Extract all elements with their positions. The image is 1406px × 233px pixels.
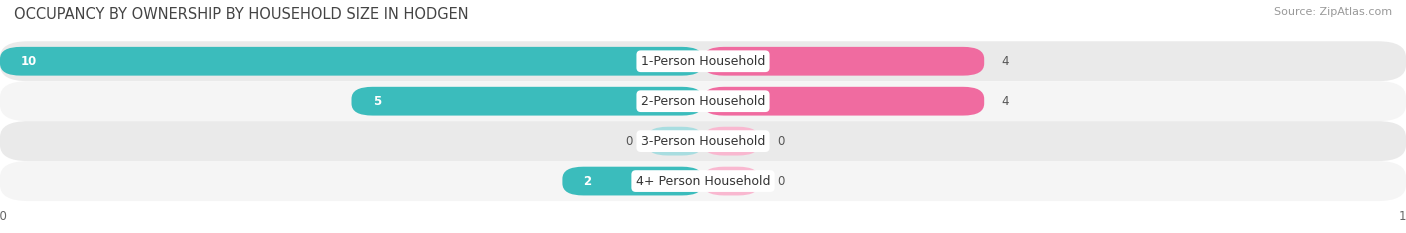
Text: 0: 0	[778, 135, 785, 148]
FancyBboxPatch shape	[647, 127, 703, 155]
Text: 4: 4	[1001, 55, 1010, 68]
FancyBboxPatch shape	[0, 121, 1406, 161]
FancyBboxPatch shape	[703, 87, 984, 116]
FancyBboxPatch shape	[0, 47, 703, 76]
Text: 10: 10	[21, 55, 38, 68]
Text: 1-Person Household: 1-Person Household	[641, 55, 765, 68]
FancyBboxPatch shape	[0, 161, 1406, 201]
Text: 2-Person Household: 2-Person Household	[641, 95, 765, 108]
Text: 5: 5	[373, 95, 381, 108]
Text: 3-Person Household: 3-Person Household	[641, 135, 765, 148]
Text: 0: 0	[778, 175, 785, 188]
FancyBboxPatch shape	[703, 47, 984, 76]
Text: 0: 0	[626, 135, 633, 148]
Text: 4+ Person Household: 4+ Person Household	[636, 175, 770, 188]
FancyBboxPatch shape	[352, 87, 703, 116]
Text: 4: 4	[1001, 95, 1010, 108]
FancyBboxPatch shape	[0, 41, 1406, 81]
FancyBboxPatch shape	[703, 127, 759, 155]
FancyBboxPatch shape	[0, 81, 1406, 121]
FancyBboxPatch shape	[562, 167, 703, 195]
Text: OCCUPANCY BY OWNERSHIP BY HOUSEHOLD SIZE IN HODGEN: OCCUPANCY BY OWNERSHIP BY HOUSEHOLD SIZE…	[14, 7, 468, 22]
Text: Source: ZipAtlas.com: Source: ZipAtlas.com	[1274, 7, 1392, 17]
Text: 2: 2	[583, 175, 592, 188]
FancyBboxPatch shape	[703, 167, 759, 195]
